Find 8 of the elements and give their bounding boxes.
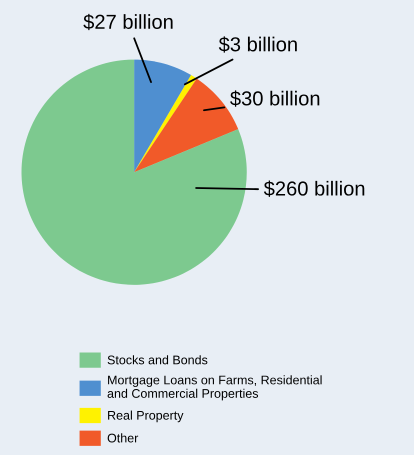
legend-label: Real Property <box>108 410 184 422</box>
data-label: $260 billion <box>264 180 364 197</box>
legend-label: Stocks and Bonds <box>108 355 208 364</box>
data-label: $30 billion <box>230 90 320 107</box>
legend-label: Mortgage Loans on Farms, Residential and Commercial Properties <box>108 375 322 400</box>
data-label: $27 billion <box>83 14 173 30</box>
data-label: $3 billion <box>218 36 297 53</box>
legend-label: Other <box>108 433 138 442</box>
